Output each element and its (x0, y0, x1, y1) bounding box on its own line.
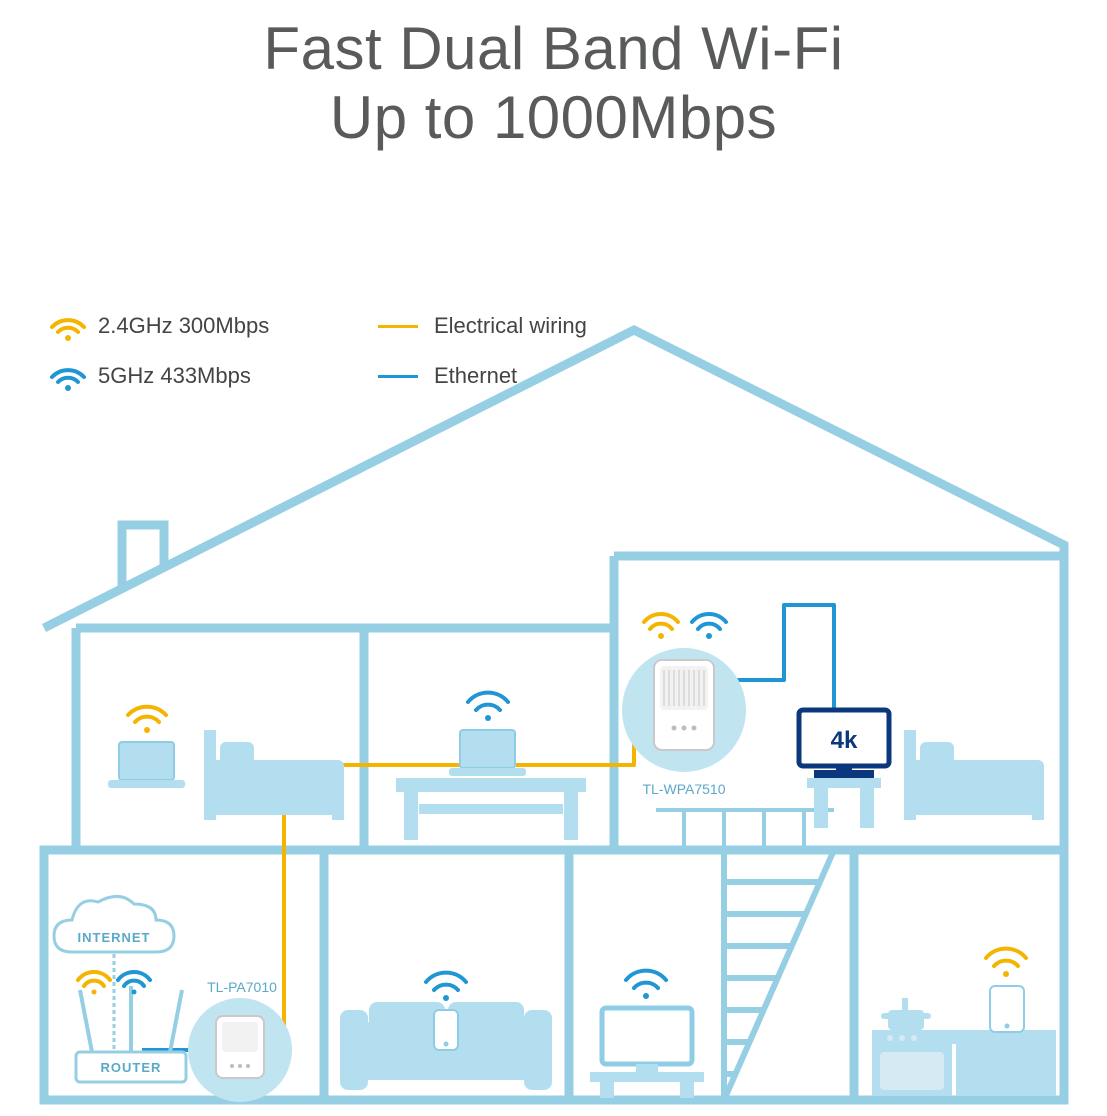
wifi-icon (78, 972, 110, 995)
page-title: Fast Dual Band Wi-Fi Up to 1000Mbps (0, 0, 1107, 152)
stairs-icon (724, 850, 834, 1100)
wifi-icon (986, 949, 1026, 977)
product-label: TL-PA7010 (207, 979, 277, 995)
tv-stand-icon (807, 778, 881, 788)
desk-icon (396, 778, 586, 840)
wifi-icon (468, 693, 508, 721)
tv-icon (602, 1008, 692, 1072)
room-router: INTERNET ROUTER (54, 896, 292, 1102)
room-kitchen (872, 949, 1056, 1096)
wifi-icon (426, 973, 466, 1001)
room-tv (590, 971, 704, 1098)
wifi-icon (644, 614, 678, 639)
router-icon: ROUTER (76, 986, 186, 1082)
room-living (340, 973, 552, 1090)
internet-cloud-icon: INTERNET (54, 896, 174, 952)
product-label: TL-WPA7510 (643, 781, 726, 797)
wifi-icon (692, 614, 726, 639)
pot-icon (884, 998, 928, 1030)
laptop-icon (449, 730, 526, 776)
svg-text:ROUTER: ROUTER (101, 1060, 162, 1075)
laptop-icon (108, 742, 185, 788)
powerline-extender-icon (654, 660, 714, 750)
powerline-adapter-icon (216, 1016, 264, 1078)
title-line-2: Up to 1000Mbps (0, 83, 1107, 152)
bed-icon (904, 730, 1044, 820)
tablet-icon (990, 986, 1024, 1032)
wifi-icon (128, 707, 166, 733)
title-line-1: Fast Dual Band Wi-Fi (0, 14, 1107, 83)
phone-icon (434, 1010, 458, 1050)
svg-text:4k: 4k (831, 727, 858, 754)
wifi-icon (626, 971, 666, 999)
room-bedroom-left (108, 707, 344, 820)
bed-icon (204, 730, 344, 820)
kitchen-counter-icon (872, 1030, 1056, 1096)
tv-4k-icon: 4k (799, 710, 889, 778)
house-outline (44, 330, 1064, 1100)
wifi-icon (118, 972, 150, 995)
house-diagram: TL-WPA7510 4k (24, 310, 1084, 1115)
electrical-wiring (240, 680, 634, 1050)
svg-text:INTERNET: INTERNET (78, 930, 151, 945)
